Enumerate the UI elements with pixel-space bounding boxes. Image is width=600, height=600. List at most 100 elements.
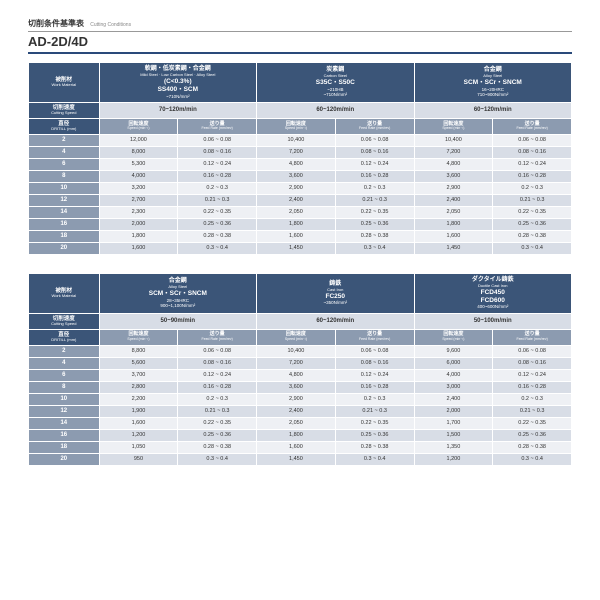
rot-val: 2,050 [257, 417, 336, 429]
feed-val: 0.25 ~ 0.36 [335, 218, 414, 230]
feed-val: 0.06 ~ 0.08 [178, 134, 257, 146]
material-cell: 合金鋼Alloy SteelSCM・SCr・SNCM28~35HRC900~1,… [99, 273, 256, 313]
table-row: 84,0000.16 ~ 0.283,6000.16 ~ 0.283,6000.… [29, 170, 572, 182]
rot-val: 10,400 [257, 134, 336, 146]
feed-val: 0.16 ~ 0.28 [178, 170, 257, 182]
feed-val: 0.08 ~ 0.16 [335, 146, 414, 158]
rot-val: 2,400 [414, 194, 493, 206]
rot-val: 10,400 [414, 134, 493, 146]
rot-val: 3,200 [99, 182, 178, 194]
table-row: 28,8000.06 ~ 0.0810,4000.06 ~ 0.089,6000… [29, 345, 572, 357]
feed-val: 0.12 ~ 0.24 [178, 369, 257, 381]
feed-val: 0.25 ~ 0.36 [178, 218, 257, 230]
rot-val: 7,200 [257, 146, 336, 158]
rot-val: 950 [99, 453, 178, 465]
feed-val: 0.3 ~ 0.4 [335, 453, 414, 465]
material-cell: ダクタイル鋳鉄Ductile Cast IronFCD450FCD600400~… [414, 273, 571, 313]
hdr-dia: 直径DRITILL (mm) [29, 118, 100, 134]
feed-val: 0.08 ~ 0.16 [335, 357, 414, 369]
feed-val: 0.22 ~ 0.35 [335, 206, 414, 218]
feed-val: 0.12 ~ 0.24 [335, 158, 414, 170]
hdr-cutspeed: 切削速度Cutting Speed [29, 313, 100, 329]
feed-val: 0.22 ~ 0.35 [335, 417, 414, 429]
table-row: 161,2000.25 ~ 0.361,8000.25 ~ 0.361,5000… [29, 429, 572, 441]
rot-val: 2,400 [257, 405, 336, 417]
rot-val: 1,600 [257, 441, 336, 453]
dia-cell: 8 [29, 170, 100, 182]
feed-val: 0.28 ~ 0.38 [493, 441, 572, 453]
dia-cell: 12 [29, 405, 100, 417]
dia-cell: 16 [29, 429, 100, 441]
rot-val: 4,800 [414, 158, 493, 170]
rot-val: 2,000 [99, 218, 178, 230]
rot-val: 9,600 [414, 345, 493, 357]
speed-cell: 60~120m/min [257, 102, 414, 118]
material-cell: 合金鋼Alloy SteelSCM・SCr・SNCM16~20HRC710~90… [414, 63, 571, 103]
rot-val: 7,200 [257, 357, 336, 369]
rot-val: 5,600 [99, 357, 178, 369]
hdr-feed: 送り量Feed Rate (mm/rev) [335, 118, 414, 134]
feed-val: 0.2 ~ 0.3 [335, 393, 414, 405]
feed-val: 0.16 ~ 0.28 [335, 381, 414, 393]
rot-val: 2,900 [414, 182, 493, 194]
rot-val: 1,600 [99, 242, 178, 254]
feed-val: 0.16 ~ 0.28 [493, 381, 572, 393]
rot-val: 1,450 [257, 242, 336, 254]
table-row: 181,8000.28 ~ 0.381,6000.28 ~ 0.381,6000… [29, 230, 572, 242]
feed-val: 0.12 ~ 0.24 [493, 369, 572, 381]
rot-val: 1,800 [257, 429, 336, 441]
hdr-feed: 送り量Feed Rate (mm/rev) [493, 329, 572, 345]
rot-val: 3,600 [414, 170, 493, 182]
feed-val: 0.21 ~ 0.3 [178, 194, 257, 206]
feed-val: 0.16 ~ 0.28 [493, 170, 572, 182]
rot-val: 1,200 [99, 429, 178, 441]
feed-val: 0.25 ~ 0.36 [335, 429, 414, 441]
feed-val: 0.08 ~ 0.16 [178, 146, 257, 158]
rot-val: 7,200 [414, 146, 493, 158]
rot-val: 1,600 [99, 417, 178, 429]
hdr-feed: 送り量Feed Rate (mm/rev) [178, 118, 257, 134]
rot-val: 2,900 [257, 393, 336, 405]
feed-val: 0.2 ~ 0.3 [335, 182, 414, 194]
feed-val: 0.06 ~ 0.08 [493, 134, 572, 146]
material-cell: 軟鋼・低炭素鋼・合金鋼Mild Steel · Low Carbon Steel… [99, 63, 256, 103]
feed-val: 0.08 ~ 0.16 [493, 146, 572, 158]
feed-val: 0.28 ~ 0.38 [335, 230, 414, 242]
table-row: 103,2000.2 ~ 0.32,9000.2 ~ 0.32,9000.2 ~… [29, 182, 572, 194]
rot-val: 8,000 [99, 146, 178, 158]
hdr-rot: 回転速度Speed (min⁻¹) [99, 329, 178, 345]
speed-cell: 70~120m/min [99, 102, 256, 118]
hdr-feed: 送り量Feed Rate (mm/rev) [493, 118, 572, 134]
rot-val: 1,600 [414, 230, 493, 242]
rot-val: 2,900 [257, 182, 336, 194]
dia-cell: 12 [29, 194, 100, 206]
feed-val: 0.16 ~ 0.28 [178, 381, 257, 393]
rot-val: 6,000 [414, 357, 493, 369]
dia-cell: 4 [29, 357, 100, 369]
rot-val: 2,400 [257, 194, 336, 206]
hdr-dia: 直径DRITILL (mm) [29, 329, 100, 345]
feed-val: 0.2 ~ 0.3 [178, 182, 257, 194]
table-row: 102,2000.2 ~ 0.32,9000.2 ~ 0.32,4000.2 ~… [29, 393, 572, 405]
feed-val: 0.25 ~ 0.36 [493, 218, 572, 230]
rot-val: 3,000 [414, 381, 493, 393]
rot-val: 1,900 [99, 405, 178, 417]
hdr-feed: 送り量Feed Rate (mm/rev) [335, 329, 414, 345]
rot-val: 4,000 [99, 170, 178, 182]
rot-val: 1,600 [257, 230, 336, 242]
feed-val: 0.06 ~ 0.08 [493, 345, 572, 357]
main-title: AD-2D/4D [28, 34, 572, 54]
dia-cell: 18 [29, 441, 100, 453]
rot-val: 2,800 [99, 381, 178, 393]
dia-cell: 6 [29, 369, 100, 381]
dia-cell: 4 [29, 146, 100, 158]
feed-val: 0.21 ~ 0.3 [335, 405, 414, 417]
feed-val: 0.3 ~ 0.4 [178, 242, 257, 254]
rot-val: 8,800 [99, 345, 178, 357]
rot-val: 3,700 [99, 369, 178, 381]
hdr-rot: 回転速度Speed (min⁻¹) [414, 329, 493, 345]
rot-val: 4,000 [414, 369, 493, 381]
feed-val: 0.2 ~ 0.3 [178, 393, 257, 405]
rot-val: 1,450 [257, 453, 336, 465]
speed-cell: 50~90m/min [99, 313, 256, 329]
